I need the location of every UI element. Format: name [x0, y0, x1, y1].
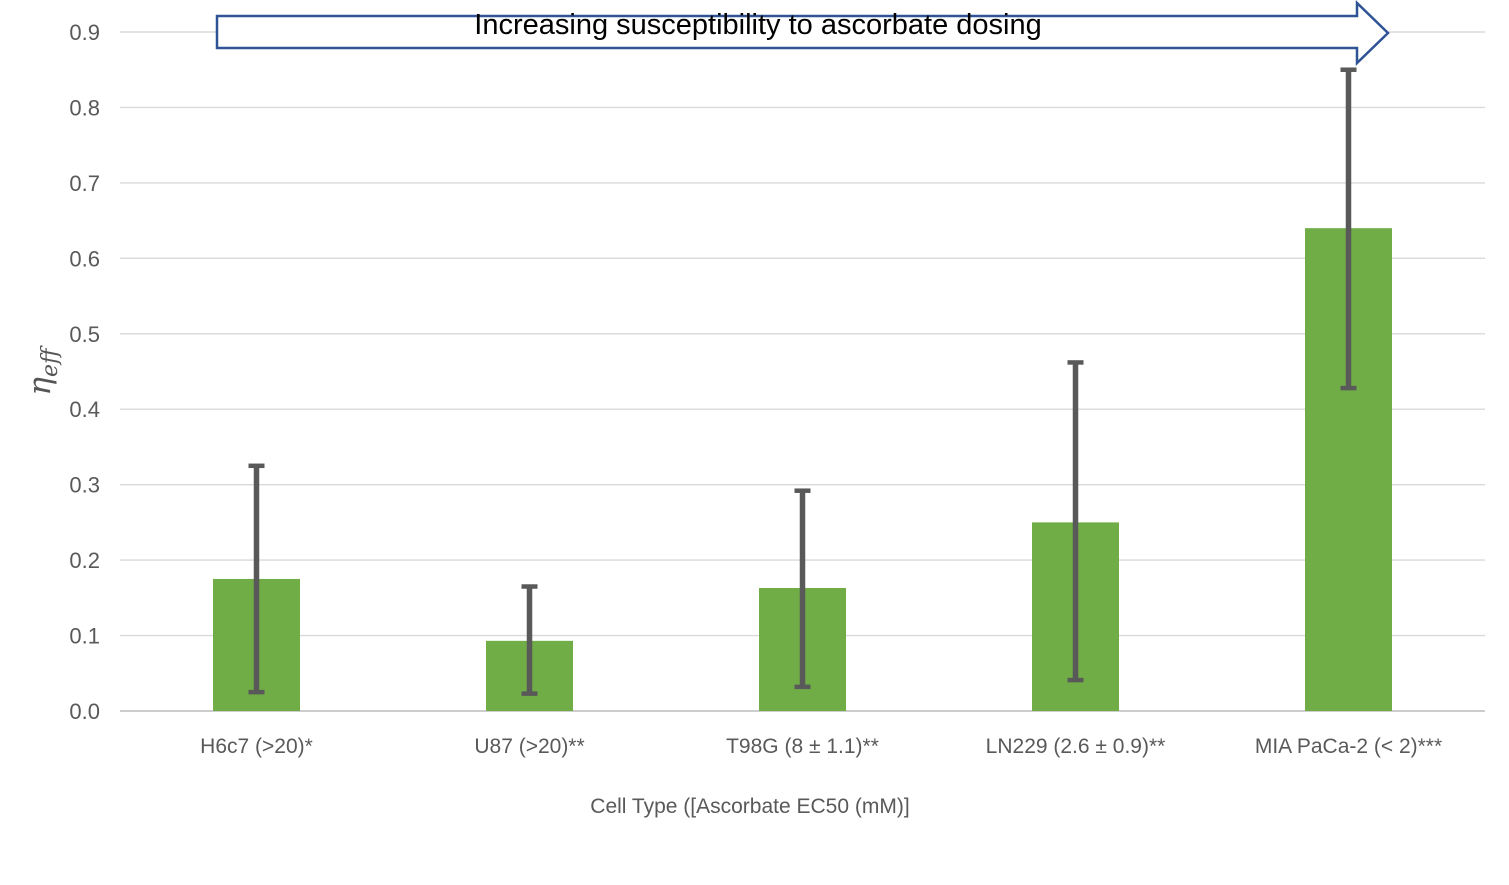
y-tick-label: 0.2 — [69, 548, 100, 573]
x-category-label: H6c7 (>20)* — [200, 735, 313, 758]
y-tick-label: 0.7 — [69, 171, 100, 196]
x-category-label: LN229 (2.6 ± 0.9)** — [986, 735, 1166, 758]
y-tick-label: 0.1 — [69, 624, 100, 649]
y-axis-title-subscript: eff — [38, 348, 64, 378]
x-category-label: MIA PaCa-2 (< 2)*** — [1255, 735, 1442, 758]
y-tick-label: 0.0 — [69, 699, 100, 724]
arrow-banner: Increasing susceptibility to ascorbate d… — [215, 0, 1391, 66]
y-axis-title: ηeff — [22, 348, 63, 396]
x-category-label: T98G (8 ± 1.1)** — [726, 735, 879, 758]
y-axis-title-symbol: η — [22, 377, 58, 396]
arrow-shape — [215, 0, 1390, 66]
x-category-label: U87 (>20)** — [474, 735, 584, 758]
y-tick-label: 0.8 — [69, 95, 100, 120]
y-tick-label: 0.6 — [69, 246, 100, 271]
y-tick-label: 0.5 — [69, 322, 100, 347]
y-tick-label: 0.3 — [69, 473, 100, 498]
y-tick-label: 0.4 — [69, 397, 100, 422]
x-axis-title: Cell Type ([Ascorbate EC50 (mM)] — [590, 795, 910, 818]
arrow-polygon — [215, 0, 1390, 66]
y-tick-label: 0.9 — [69, 20, 100, 45]
arrow-banner-label: Increasing susceptibility to ascorbate d… — [474, 9, 1042, 41]
